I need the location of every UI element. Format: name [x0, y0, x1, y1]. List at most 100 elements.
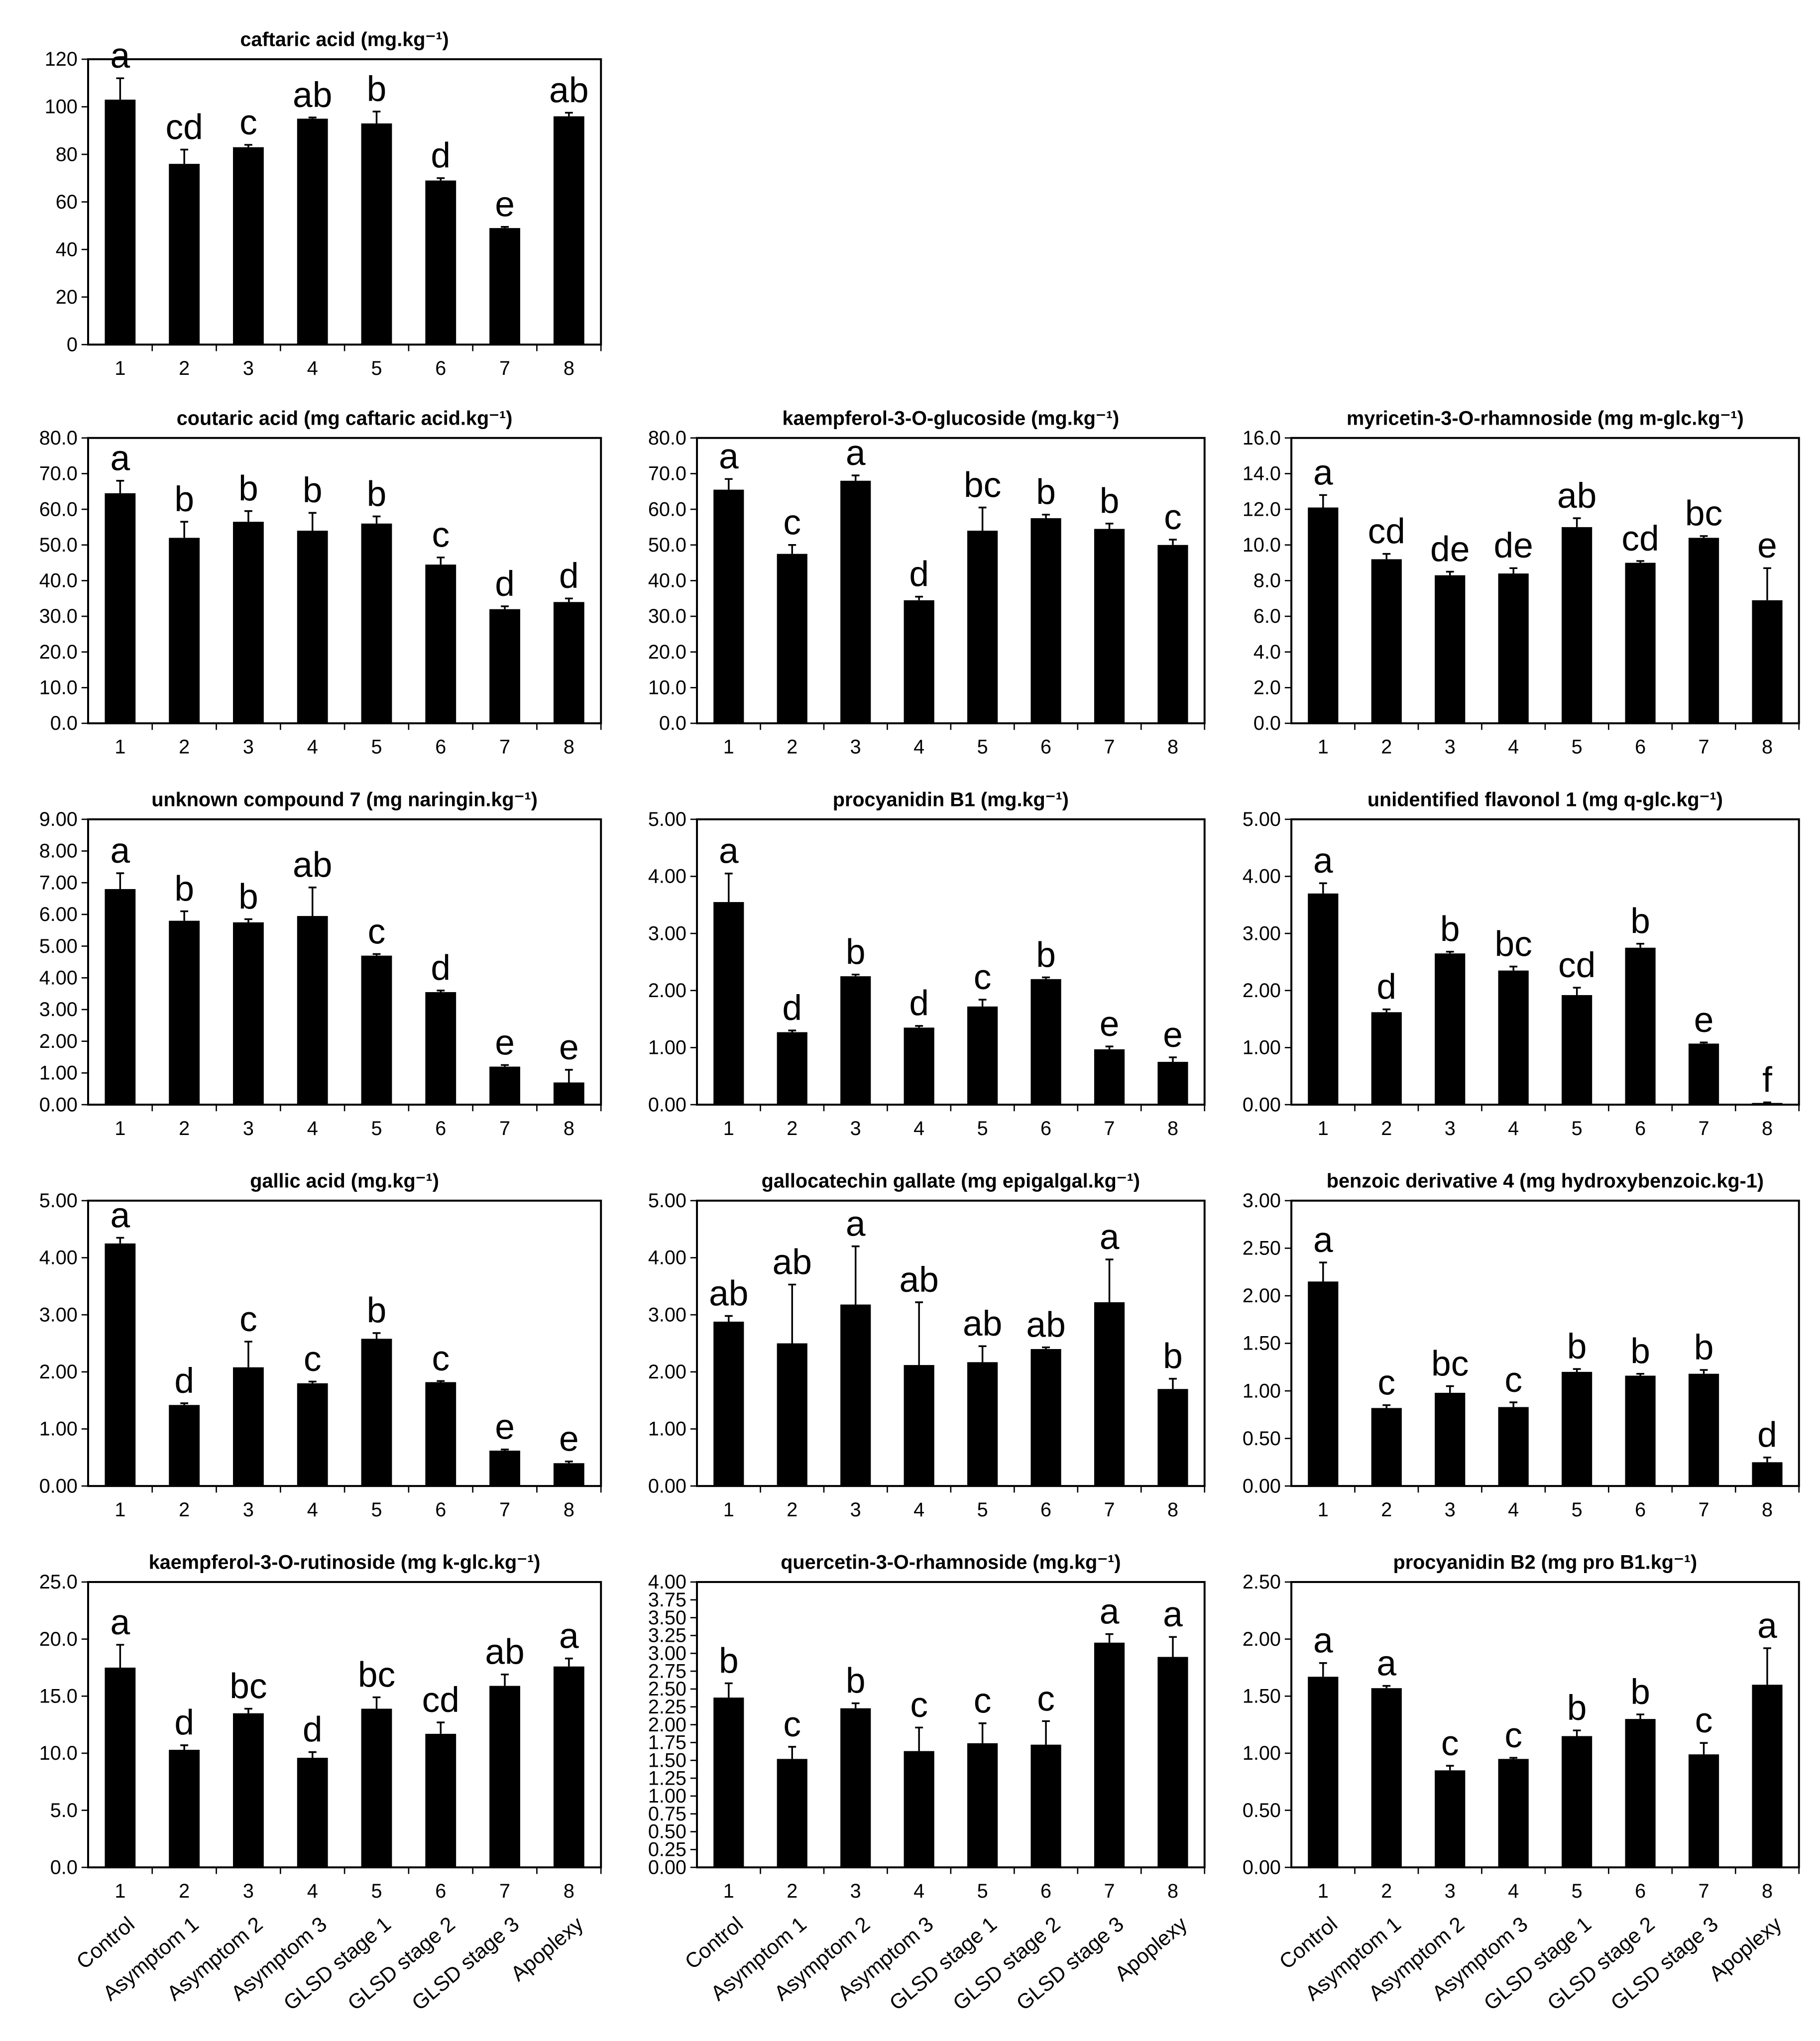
error-bar: [501, 226, 509, 228]
category-label: GLSD stage 1: [885, 1912, 1002, 2015]
significance-letter: bc: [1495, 924, 1532, 964]
y-tick-label: 0.50: [1243, 1428, 1281, 1450]
significance-letter: c: [1504, 1360, 1522, 1400]
x-tick-label: 5: [1572, 1880, 1583, 1902]
y-tick-label: 3.50: [648, 1607, 686, 1629]
y-tick-label: 3.75: [648, 1589, 686, 1611]
error-bar: [1105, 523, 1114, 529]
error-bar: [1509, 965, 1518, 971]
y-tick-label: 2.00: [1243, 980, 1281, 1002]
y-tick-label: 10.0: [648, 677, 686, 699]
y-tick-label: 8.0: [1253, 570, 1281, 592]
significance-letter: c: [1441, 1723, 1459, 1763]
error-bar: [501, 1064, 509, 1067]
significance-letter: a: [559, 1616, 579, 1656]
error-bar: [1700, 535, 1708, 538]
y-tick-label: 3.25: [648, 1625, 686, 1647]
y-tick-label: 2.00: [1243, 1628, 1281, 1650]
x-tick-label: 1: [1318, 1880, 1329, 1902]
significance-letter: d: [1757, 1415, 1777, 1455]
significance-letter: b: [1036, 935, 1056, 975]
error-bar: [1636, 1372, 1645, 1376]
error-bar: [978, 1722, 987, 1743]
significance-letter: d: [174, 1703, 194, 1743]
x-tick-label: 1: [1318, 1499, 1329, 1521]
error-bar: [372, 111, 381, 123]
x-tick-label: 5: [1572, 1499, 1583, 1521]
chart-title: unknown compound 7 (mg naringin.kg⁻¹): [151, 789, 538, 810]
significance-letter: de: [1494, 526, 1533, 566]
y-tick-label: 5.00: [648, 808, 686, 830]
bar: [1752, 1462, 1783, 1486]
significance-letter: b: [1630, 1332, 1650, 1371]
bar: [904, 1365, 934, 1486]
y-tick-label: 3.00: [648, 922, 686, 944]
x-tick-label: 1: [723, 1118, 734, 1139]
x-tick-label: 3: [1445, 736, 1456, 758]
bar: [1371, 559, 1402, 723]
error-bar: [565, 112, 573, 116]
x-tick-label: 6: [1040, 1880, 1051, 1902]
significance-letter: d: [174, 1361, 194, 1401]
significance-letter: b: [1100, 481, 1120, 521]
x-tick-label: 4: [913, 1499, 924, 1521]
significance-letter: c: [783, 503, 801, 543]
y-tick-label: 14.0: [1243, 463, 1281, 485]
y-tick-label: 16.0: [1243, 427, 1281, 449]
significance-letter: d: [303, 1709, 323, 1749]
error-bar: [372, 515, 381, 524]
bar: [1752, 1685, 1783, 1868]
significance-letter: d: [909, 984, 929, 1023]
significance-letter: c: [1164, 497, 1182, 537]
significance-letter: cd: [165, 107, 203, 147]
x-tick-label: 7: [499, 1499, 510, 1521]
error-bar: [308, 512, 317, 531]
error-bar: [116, 77, 124, 100]
error-bar: [1382, 553, 1391, 560]
error-bar: [565, 1069, 573, 1083]
category-label: GLSD stage 1: [1479, 1912, 1596, 2015]
y-tick-label: 100: [45, 96, 78, 118]
plot-frame: [87, 1199, 602, 1487]
significance-letter: c: [974, 957, 992, 997]
bar: [1030, 979, 1061, 1105]
significance-letter: b: [174, 479, 194, 519]
x-tick-label: 6: [1635, 736, 1646, 758]
x-tick-label: 8: [564, 1499, 574, 1521]
x-tick-label: 4: [307, 1880, 318, 1902]
y-tick-label: 3.00: [39, 1304, 78, 1326]
x-tick-label: 2: [787, 1118, 797, 1139]
error-bar: [1319, 1662, 1327, 1677]
category-label: GLSD stage 1: [279, 1912, 395, 2015]
significance-letter: ab: [773, 1242, 812, 1282]
error-bar: [437, 1721, 445, 1734]
significance-letter: b: [238, 469, 258, 509]
x-tick-label: 7: [1699, 736, 1709, 758]
x-tick-label: 6: [435, 1499, 446, 1521]
error-bar: [308, 1751, 317, 1758]
significance-letter: ab: [549, 70, 588, 110]
y-tick-label: 20.0: [648, 641, 686, 663]
error-bar: [501, 1449, 509, 1451]
y-tick-label: 2.00: [648, 980, 686, 1002]
y-tick-label: 0.00: [1243, 1094, 1281, 1116]
chart-title: gallocatechin gallate (mg epigalgal.kg⁻¹…: [762, 1170, 1140, 1192]
category-label: GLSD stage 2: [1543, 1912, 1659, 2015]
y-tick-label: 4.00: [39, 1247, 78, 1269]
significance-letter: d: [1376, 967, 1396, 1007]
x-tick-label: 3: [1445, 1880, 1456, 1902]
error-bar: [1573, 517, 1581, 527]
significance-letter: c: [1695, 1701, 1713, 1740]
bar: [777, 1032, 807, 1105]
chart-title: procyanidin B1 (mg.kg⁻¹): [833, 789, 1069, 810]
error-bar: [1700, 1041, 1708, 1044]
bar: [361, 1708, 392, 1868]
significance-letter: b: [367, 69, 387, 109]
x-tick-label: 2: [1381, 736, 1392, 758]
x-tick-label: 6: [1040, 736, 1051, 758]
bar: [840, 480, 871, 723]
plot-frame: [87, 58, 602, 346]
bar: [1157, 1389, 1188, 1486]
y-tick-label: 50.0: [648, 534, 686, 556]
bar: [489, 1451, 520, 1486]
